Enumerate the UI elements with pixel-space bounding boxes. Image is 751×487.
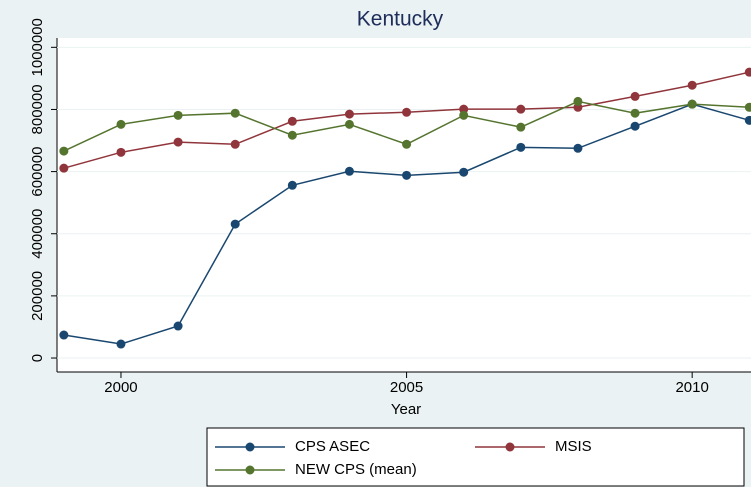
data-point	[459, 167, 469, 177]
data-point	[573, 143, 583, 153]
data-point	[573, 96, 583, 106]
data-point	[516, 104, 526, 114]
x-tick-label: 2000	[104, 379, 137, 396]
data-point	[287, 180, 297, 190]
legend-swatch	[245, 465, 255, 475]
data-point	[173, 321, 183, 331]
data-point	[459, 110, 469, 120]
data-point	[744, 67, 751, 77]
legend-swatch	[245, 442, 255, 452]
y-tick-label: 800000	[29, 84, 46, 134]
data-point	[630, 121, 640, 131]
data-point	[59, 330, 69, 340]
legend	[206, 427, 745, 487]
y-tick-label: 200000	[29, 271, 46, 321]
data-point	[630, 108, 640, 118]
plot-area	[57, 38, 751, 372]
data-point	[116, 339, 126, 349]
data-point	[230, 219, 240, 229]
y-tick-label: 400000	[29, 209, 46, 259]
data-point	[630, 91, 640, 101]
legend-label: NEW CPS (mean)	[295, 461, 417, 478]
data-point	[287, 130, 297, 140]
data-point	[402, 107, 412, 117]
data-point	[116, 119, 126, 129]
x-tick-label: 2010	[675, 379, 708, 396]
chart-title: Kentucky	[357, 8, 444, 31]
data-point	[744, 102, 751, 112]
data-point	[344, 119, 354, 129]
data-point	[116, 147, 126, 157]
x-tick-label: 2005	[390, 379, 423, 396]
data-point	[59, 163, 69, 173]
y-tick-label: 0	[29, 354, 46, 362]
data-point	[687, 80, 697, 90]
x-axis-label: Year	[391, 401, 421, 418]
legend-label: MSIS	[555, 438, 592, 455]
data-point	[173, 110, 183, 120]
data-point	[173, 137, 183, 147]
data-point	[402, 139, 412, 149]
data-point	[516, 122, 526, 132]
legend-swatch	[505, 442, 515, 452]
y-tick-label: 1000000	[29, 18, 46, 76]
data-point	[459, 104, 469, 114]
data-point	[402, 170, 412, 180]
data-point	[287, 116, 297, 126]
data-point	[59, 146, 69, 156]
data-point	[687, 99, 697, 109]
data-point	[230, 139, 240, 149]
data-point	[744, 115, 751, 125]
y-tick-label: 600000	[29, 147, 46, 197]
data-point	[344, 109, 354, 119]
data-point	[230, 108, 240, 118]
legend-label: CPS ASEC	[295, 438, 370, 455]
data-point	[344, 166, 354, 176]
data-point	[516, 142, 526, 152]
